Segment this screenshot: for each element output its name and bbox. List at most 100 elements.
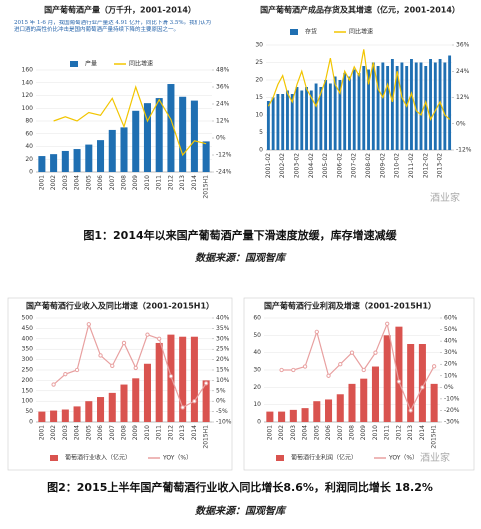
x-tick-label: 2003 (62, 175, 69, 190)
bar (362, 66, 366, 150)
x-tick-label: 2009 (132, 175, 139, 190)
x-tick-label: 2005-02 (322, 153, 329, 178)
caption: 图1：2014年以来国产葡萄酒产量下滑速度放缓，库存增速减缓 (83, 228, 397, 242)
bar (324, 80, 328, 150)
x-tick-label: 2008 (121, 425, 128, 440)
bar (301, 408, 309, 422)
legend-swatch (276, 455, 284, 461)
x-tick-label: 2011-02 (408, 153, 415, 178)
y-tick-label: 15 (255, 94, 263, 101)
y-tick-label: 80 (25, 118, 33, 125)
bar (61, 409, 69, 422)
x-tick-label: 2004 (302, 425, 309, 440)
legend-label: YOY（%） (162, 455, 192, 462)
bar (266, 411, 274, 422)
bar (143, 103, 151, 172)
bar (85, 401, 93, 422)
frame (243, 297, 475, 471)
bar (333, 76, 337, 150)
x-tick-label: 2012 (167, 175, 174, 190)
y2-tick-label: 50% (444, 326, 458, 333)
bar (167, 334, 175, 422)
y-tick-label: 5 (259, 129, 263, 136)
x-tick-label: 2002-02 (279, 153, 286, 178)
bar (290, 94, 294, 150)
y2-tick-label: 30% (444, 349, 458, 356)
y-tick-label: 100 (22, 105, 34, 112)
legend-label: 同比增速 (349, 28, 373, 36)
watermark: 酒业家 (420, 451, 450, 464)
bar (276, 94, 280, 150)
x-tick-label: 2010 (144, 175, 151, 190)
x-tick-label: 2013 (179, 175, 186, 190)
y-tick-label: 10 (255, 112, 263, 119)
x-tick-label: 2009 (360, 425, 367, 440)
bar (325, 399, 333, 422)
y-tick-label: 160 (22, 67, 34, 74)
x-tick-label: 2006-02 (336, 153, 343, 178)
y2-tick-label: -10% (444, 395, 460, 402)
bar (120, 384, 128, 422)
x-tick-label: 2007 (109, 175, 116, 190)
x-tick-label: 2008 (349, 425, 356, 440)
y2-tick-label: 20% (216, 356, 230, 363)
y2-tick-label: 36% (216, 84, 230, 91)
bar (390, 59, 394, 150)
y-tick-label: 0 (259, 147, 263, 154)
caption: 图2：2015上半年国产葡萄酒行业收入同比增长8.6%，利润同比增长 18.2% (47, 480, 433, 494)
bar (167, 84, 175, 172)
bar (429, 59, 432, 150)
bar (338, 80, 342, 150)
y2-tick-label: 40% (444, 338, 458, 345)
bar (97, 397, 105, 422)
bar (395, 66, 399, 150)
x-tick-label: 2008-02 (365, 153, 372, 178)
bar (190, 336, 198, 422)
bar (202, 141, 210, 172)
bar (371, 62, 375, 150)
x-tick-label: 2010 (144, 425, 151, 440)
x-tick-label: 2004 (74, 175, 81, 190)
y2-tick-label: 0% (216, 135, 226, 142)
y-tick-label: 40 (253, 349, 261, 356)
bar (108, 392, 116, 422)
x-tick-label: 2014 (191, 425, 198, 440)
y2-tick-label: 20% (444, 361, 458, 368)
y-tick-label: 100 (22, 398, 34, 405)
bar (386, 66, 390, 150)
legend-label: YOY（%） (388, 455, 418, 462)
bar (414, 62, 418, 150)
y-tick-label: 40 (25, 143, 33, 150)
legend-label: 葡萄酒行业利润（亿元） (291, 454, 357, 462)
x-tick-label: 2013-02 (437, 153, 444, 178)
y2-tick-label: 0% (444, 384, 454, 391)
bar (179, 336, 187, 422)
x-tick-label: 2014 (191, 175, 198, 190)
bar (132, 110, 140, 172)
bar (348, 383, 356, 422)
x-tick-label: 2006 (97, 175, 104, 190)
y-tick-label: 60 (25, 130, 33, 137)
bar (313, 401, 321, 422)
y-tick-label: 20 (253, 384, 261, 391)
bar (383, 335, 391, 422)
y-tick-label: 20 (25, 156, 33, 163)
x-tick-label: 2006 (325, 425, 332, 440)
x-tick-label: 2012 (167, 425, 174, 440)
bar (305, 87, 308, 150)
y-tick-label: 140 (22, 79, 34, 86)
bar (289, 409, 297, 422)
x-tick-label: 2007-02 (351, 153, 358, 178)
bar (424, 66, 428, 150)
y2-tick-label: -30% (444, 419, 460, 426)
bar (348, 76, 351, 150)
bar (433, 62, 437, 150)
x-tick-label: 2012 (395, 425, 402, 440)
frame (7, 297, 233, 471)
y-tick-label: 200 (22, 377, 34, 384)
x-tick-label: 2001 (38, 175, 45, 190)
y2-tick-label: -24% (216, 169, 232, 176)
bar (61, 150, 69, 172)
x-tick-label: 2015H1 (431, 425, 438, 449)
bar (286, 90, 289, 150)
